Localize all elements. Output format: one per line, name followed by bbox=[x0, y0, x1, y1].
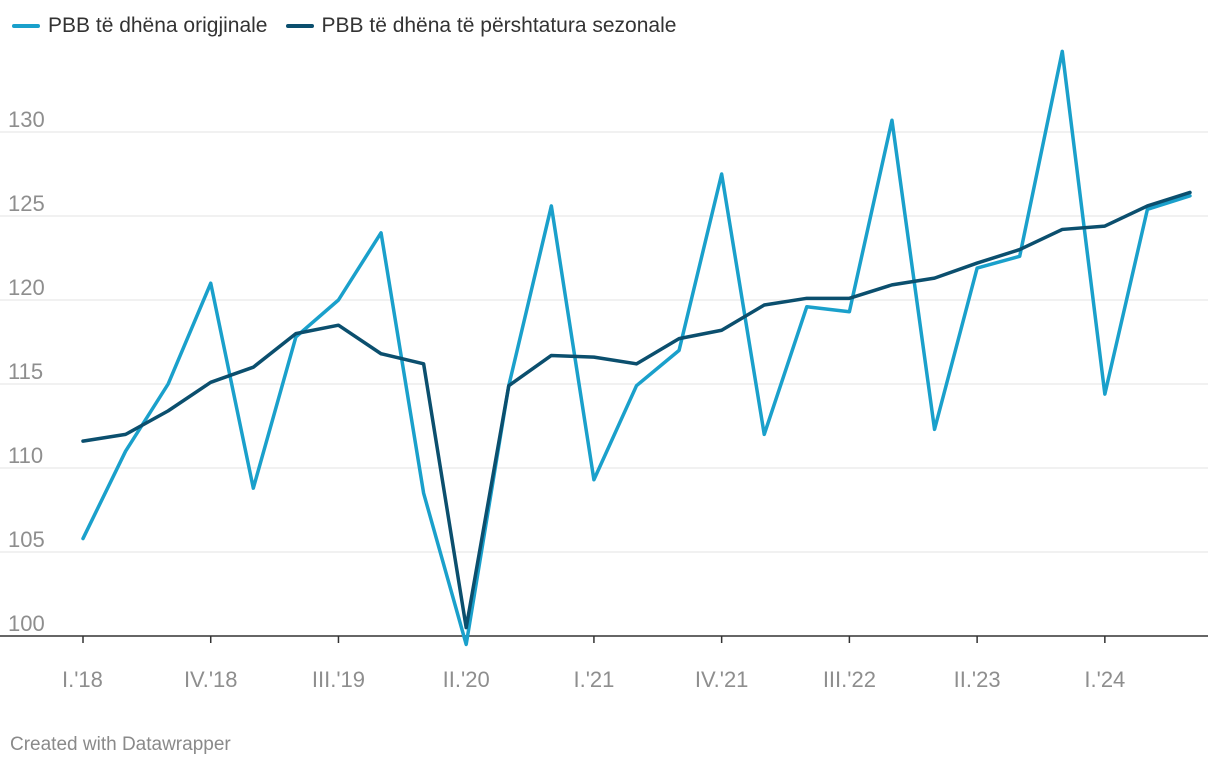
y-tick-label-115: 115 bbox=[8, 359, 43, 384]
y-tick-label-130: 130 bbox=[8, 107, 45, 132]
series-line-seasonal bbox=[83, 192, 1190, 627]
y-tick-label-120: 120 bbox=[8, 275, 45, 300]
x-tick-label-2: III.'19 bbox=[312, 667, 365, 692]
x-tick-label-5: IV.'21 bbox=[695, 667, 749, 692]
line-chart: 100 105 110 115 120 125 130 I.'18 IV.'18 III.'19 I… bbox=[0, 0, 1220, 770]
x-tick-label-1: IV.'18 bbox=[184, 667, 238, 692]
x-tick-label-3: II.'20 bbox=[443, 667, 490, 692]
y-tick-label-125: 125 bbox=[8, 191, 45, 216]
x-tick-label-6: III.'22 bbox=[823, 667, 876, 692]
y-tick-label-105: 105 bbox=[8, 527, 45, 552]
y-tick-label-110: 110 bbox=[8, 443, 43, 468]
y-tick-label-100: 100 bbox=[8, 611, 45, 636]
x-tick-label-4: I.'21 bbox=[573, 667, 614, 692]
x-tick-label-0: I.'18 bbox=[62, 667, 103, 692]
x-tick-label-7: II.'23 bbox=[954, 667, 1001, 692]
footer-credit: Created with Datawrapper bbox=[10, 734, 231, 756]
series-line-original bbox=[83, 51, 1190, 644]
x-tick-label-8: I.'24 bbox=[1084, 667, 1125, 692]
